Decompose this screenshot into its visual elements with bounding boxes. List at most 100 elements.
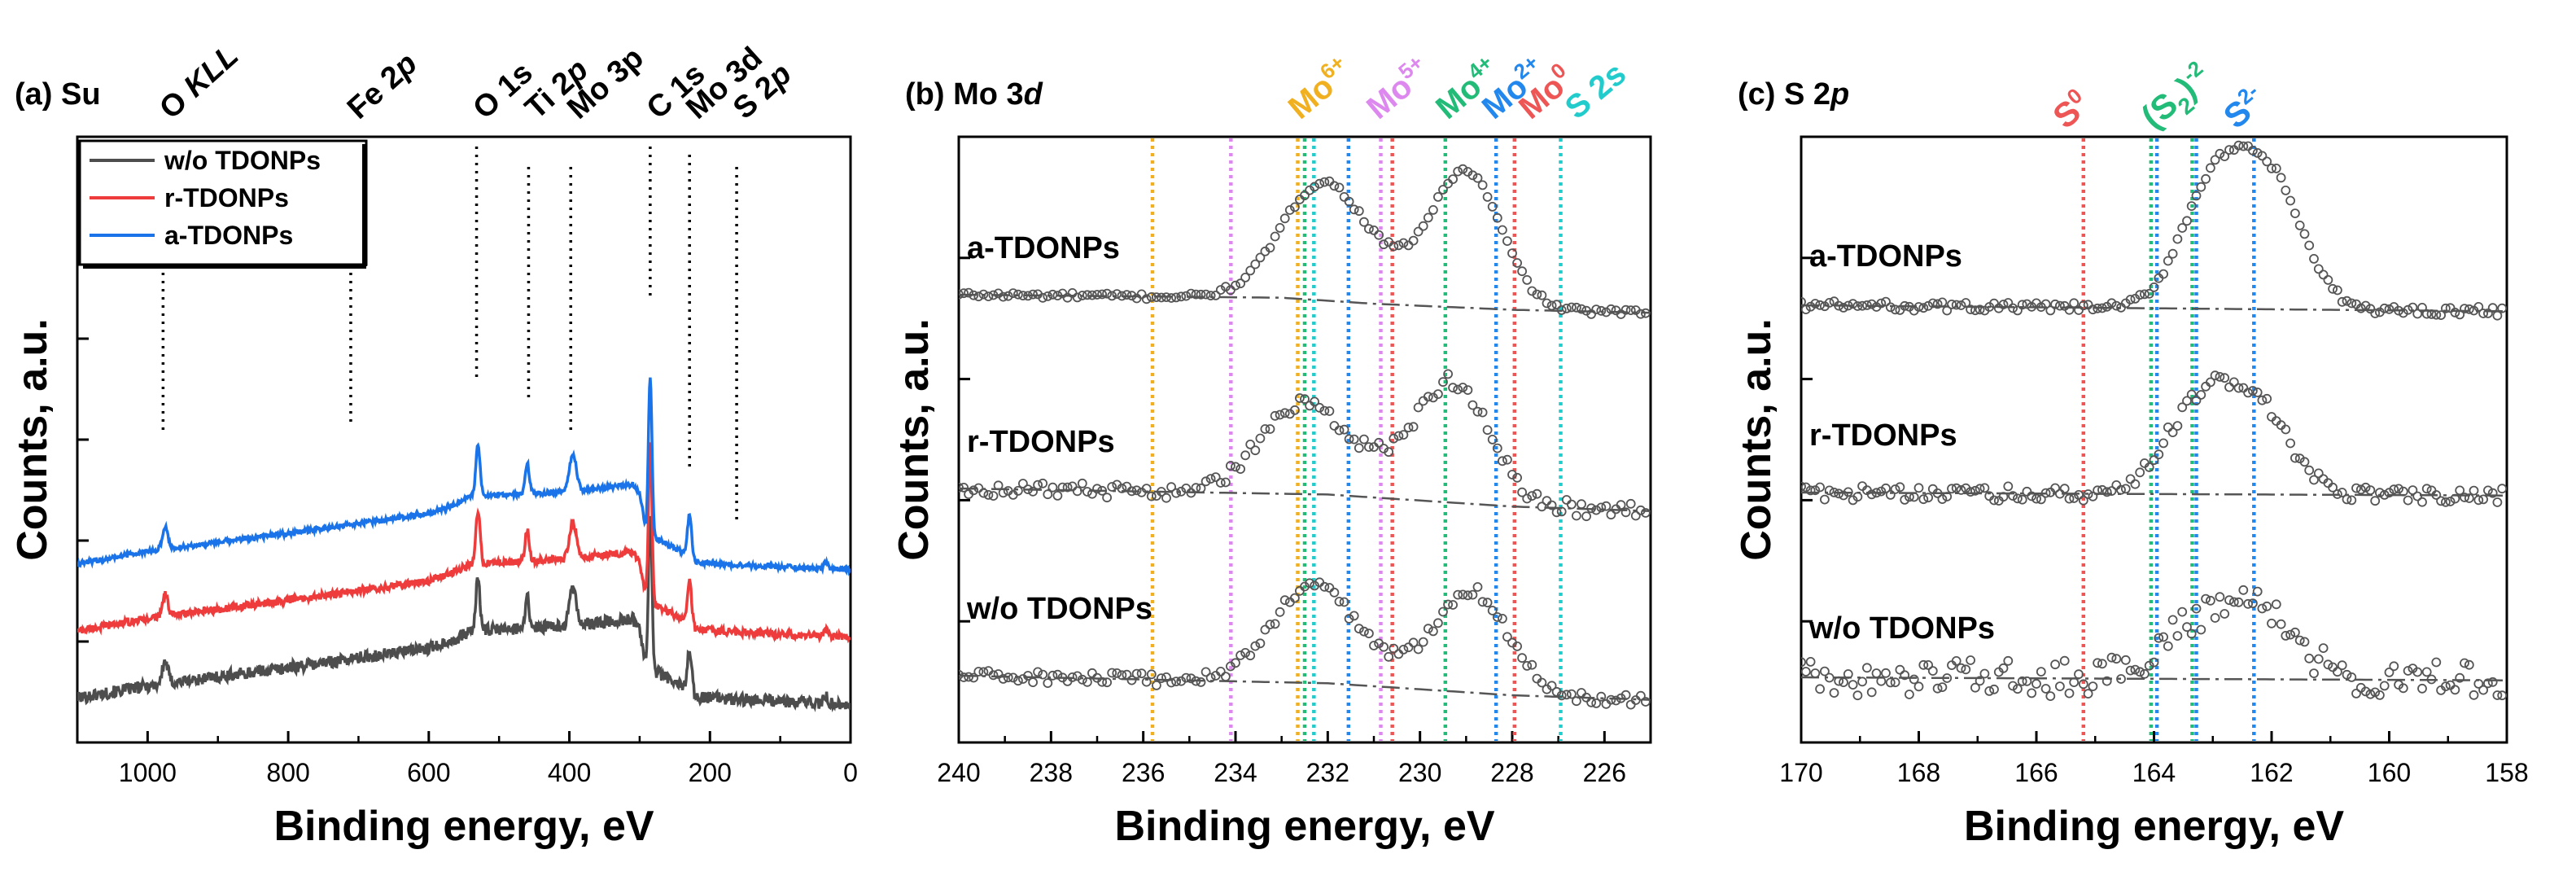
data-point: [2403, 666, 2413, 676]
panel-a-survey: 1000 800 600 400 200 0 Binding energy, eV Count…: [9, 38, 858, 850]
data-point: [1487, 435, 1498, 444]
data-point: [1843, 300, 1853, 311]
data-point: [2455, 485, 2465, 496]
data-point: [1881, 483, 1891, 493]
data-point: [2050, 483, 2061, 493]
data-point: [1810, 299, 1821, 309]
data-point: [1567, 302, 1577, 313]
data-point: [1801, 304, 1811, 314]
data-point: [1923, 493, 1934, 503]
data-point: [2196, 624, 2206, 635]
panel-c-s2p: 170 168 166 164 162 160 158 Binding energy, eV C…: [1733, 55, 2529, 850]
data-point: [1403, 423, 1414, 433]
x-tick-label: 400: [548, 758, 591, 787]
data-point: [1956, 663, 1966, 673]
data-point: [1245, 440, 1256, 449]
data-point: [993, 480, 1004, 491]
data-point: [2346, 298, 2357, 309]
data-point: [1413, 402, 1424, 413]
data-point: [2097, 303, 2107, 313]
data-point: [2003, 298, 2014, 308]
data-point: [2342, 296, 2352, 306]
x-tick-label: 162: [2250, 758, 2293, 787]
data-point: [2111, 480, 2122, 490]
panel-label: (b) Mo 3d: [905, 77, 1043, 112]
data-point: [2093, 658, 2103, 668]
data-point: [1542, 496, 1552, 506]
data-point: [1625, 699, 1636, 710]
data-point: [1236, 278, 1245, 289]
data-point: [1885, 677, 1896, 688]
data-point: [1201, 289, 1211, 300]
data-point: [1176, 291, 1187, 302]
data-point: [1290, 405, 1300, 415]
data-point: [1403, 240, 1414, 251]
data-point: [2323, 274, 2333, 285]
data-point: [2450, 493, 2460, 504]
data-point: [998, 291, 1008, 302]
data-point: [1310, 396, 1319, 407]
data-point: [1805, 485, 1816, 496]
data-point: [1824, 297, 1835, 308]
data-point: [1157, 487, 1166, 497]
x-tick-label: 160: [2368, 758, 2411, 787]
data-point: [1393, 431, 1404, 441]
data-point: [2351, 483, 2361, 493]
data-point: [973, 667, 984, 677]
data-point: [2172, 234, 2183, 244]
data-point: [2252, 586, 2263, 597]
data-point: [1191, 289, 1201, 300]
data-point: [1438, 185, 1448, 195]
data-point: [1122, 669, 1132, 680]
data-point: [2069, 298, 2080, 309]
data-point: [2101, 487, 2112, 497]
data-point: [2431, 657, 2442, 668]
data-point: [1102, 677, 1112, 688]
data-point: [1141, 677, 1152, 687]
data-point: [2191, 395, 2202, 405]
data-point: [2205, 377, 2215, 388]
data-point: [1942, 492, 1953, 501]
data-point: [1467, 589, 1478, 600]
data-point: [2167, 427, 2178, 437]
data-point: [2469, 485, 2479, 496]
data-point: [1577, 304, 1586, 314]
data-point: [1161, 292, 1171, 303]
data-point: [969, 485, 979, 496]
data-point: [2262, 601, 2272, 611]
data-point: [1389, 241, 1399, 252]
series-label: a-TDONPs: [1809, 239, 1962, 274]
x-tick-label: 234: [1214, 758, 1257, 787]
data-point: [2182, 216, 2192, 226]
data-point: [2478, 494, 2489, 505]
data-point: [1507, 470, 1517, 480]
data-point: [1857, 677, 1868, 687]
data-point: [1319, 405, 1330, 416]
data-point: [2078, 300, 2088, 311]
data-point: [2252, 388, 2263, 397]
data-point: [1112, 289, 1122, 300]
data-point: [1805, 657, 1816, 667]
data-point: [1131, 668, 1142, 679]
data-point: [1018, 291, 1028, 301]
data-point: [1033, 480, 1043, 490]
data-point: [1384, 447, 1394, 458]
data-point: [1810, 485, 1821, 496]
data-point: [2036, 494, 2046, 505]
data-point: [964, 672, 973, 682]
data-point: [2455, 672, 2465, 683]
data-point: [1240, 272, 1250, 282]
baseline-line: [1801, 676, 2507, 681]
data-point: [1231, 658, 1240, 668]
data-point: [1152, 292, 1161, 303]
data-point: [1275, 409, 1285, 420]
data-point: [1117, 291, 1127, 301]
data-point: [1625, 305, 1636, 316]
data-point: [2220, 151, 2230, 162]
data-point: [2243, 388, 2254, 398]
data-point: [1334, 182, 1345, 193]
data-point: [1829, 688, 1839, 698]
data-point: [1013, 676, 1023, 686]
data-point: [1866, 299, 1877, 309]
